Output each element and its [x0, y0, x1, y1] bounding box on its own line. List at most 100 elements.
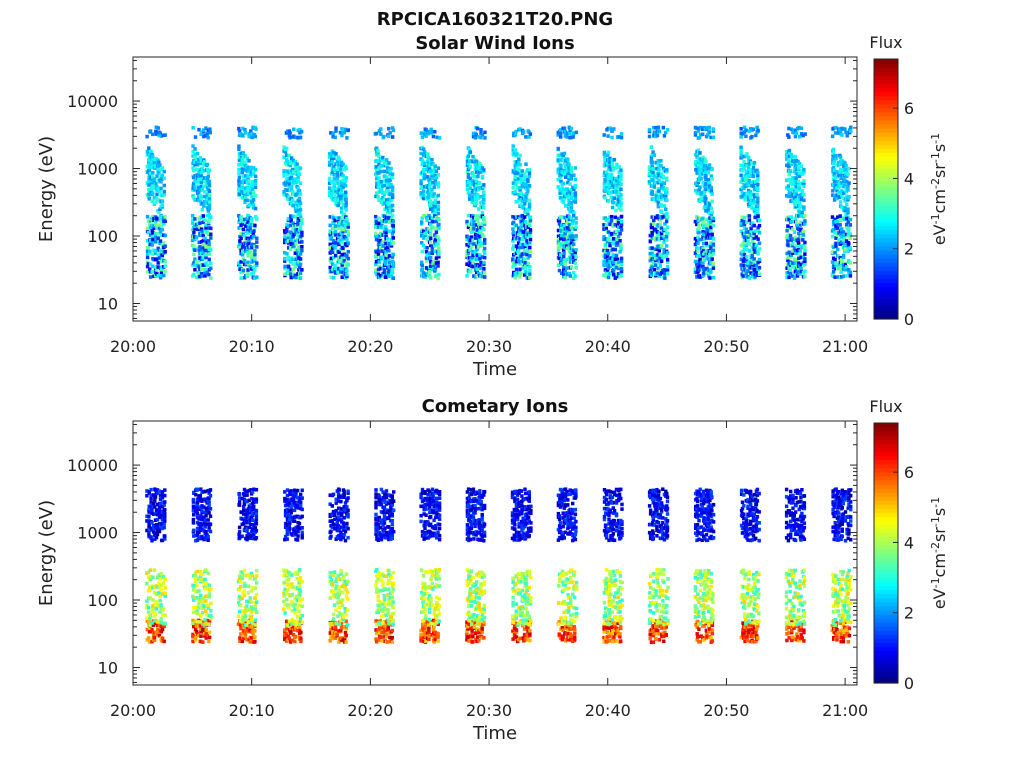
flux-cell — [241, 151, 245, 155]
flux-cell — [250, 219, 254, 224]
flux-cell — [190, 263, 195, 267]
flux-cell — [344, 208, 348, 212]
flux-cell — [145, 603, 149, 608]
flux-cell — [562, 194, 567, 199]
flux-cell — [611, 200, 616, 205]
flux-cell — [294, 247, 298, 252]
flux-cell — [844, 163, 848, 168]
flux-cell — [801, 229, 806, 233]
flux-cell — [793, 235, 798, 240]
flux-cell — [209, 587, 213, 592]
flux-cell — [567, 223, 572, 227]
flux-cell — [154, 157, 158, 161]
flux-cell — [513, 163, 517, 168]
flux-cell — [204, 587, 208, 591]
flux-cell — [148, 129, 153, 133]
flux-cell — [743, 173, 747, 178]
flux-cell — [482, 197, 486, 201]
flux-cell — [663, 276, 667, 280]
flux-cell — [556, 167, 560, 172]
flux-cell — [470, 190, 474, 195]
flux-cell — [250, 182, 255, 187]
flux-cell — [287, 178, 291, 183]
flux-cell — [377, 185, 381, 190]
flux-cell — [702, 267, 706, 271]
flux-cell — [346, 225, 350, 229]
flux-cell — [298, 166, 303, 170]
flux-cell — [162, 176, 166, 181]
flux-cell — [657, 129, 661, 134]
flux-cell — [478, 253, 482, 257]
flux-cell — [512, 220, 516, 225]
flux-cell — [565, 195, 569, 199]
flux-cell — [786, 224, 790, 228]
flux-cell — [704, 248, 709, 253]
flux-cell — [524, 181, 528, 186]
flux-cell — [655, 166, 659, 171]
flux-cell — [756, 187, 760, 191]
flux-cell — [741, 274, 745, 278]
flux-cell — [287, 239, 291, 243]
flux-cell — [568, 209, 572, 214]
flux-cell — [704, 182, 708, 186]
flux-cell — [647, 167, 652, 171]
flux-cell — [574, 130, 578, 135]
flux-cell — [757, 272, 762, 276]
flux-cell — [794, 184, 798, 189]
flux-cell — [657, 274, 661, 278]
flux-cell — [752, 257, 756, 261]
flux-cell — [237, 179, 241, 183]
flux-cell — [346, 241, 350, 246]
flux-cell — [709, 229, 713, 234]
flux-cell — [425, 229, 429, 234]
flux-cell — [614, 229, 619, 234]
flux-cell — [528, 223, 532, 228]
flux-cell — [834, 156, 838, 161]
flux-cell — [377, 198, 381, 203]
flux-cell — [286, 236, 290, 241]
flux-cell — [160, 177, 165, 181]
flux-cell — [384, 234, 388, 239]
flux-cell — [145, 164, 150, 169]
flux-cell — [197, 599, 201, 603]
flux-cell — [571, 135, 575, 139]
colorbar-segment — [874, 229, 898, 235]
flux-cell — [282, 174, 286, 178]
flux-cell — [155, 502, 160, 507]
flux-cell — [389, 242, 394, 246]
flux-cell — [786, 184, 791, 188]
flux-cell — [742, 154, 746, 159]
flux-cell — [604, 179, 608, 184]
flux-cell — [465, 219, 469, 224]
flux-cell — [390, 203, 395, 208]
flux-cell — [513, 190, 517, 194]
flux-cell — [374, 131, 379, 136]
flux-cell — [616, 266, 621, 271]
flux-cell — [425, 237, 429, 242]
flux-cell — [568, 189, 572, 194]
flux-cell — [244, 190, 248, 194]
flux-cell — [287, 232, 291, 237]
flux-cell — [193, 135, 198, 139]
flux-cell — [742, 252, 747, 257]
flux-cell — [155, 585, 160, 589]
flux-cell — [163, 493, 167, 498]
flux-cell — [422, 189, 426, 194]
flux-cell — [422, 147, 426, 151]
flux-cell — [744, 227, 749, 231]
flux-cell — [145, 249, 150, 253]
flux-cell — [791, 198, 795, 203]
flux-cell — [250, 200, 255, 205]
flux-cell — [150, 610, 154, 614]
flux-cell — [843, 236, 847, 241]
flux-cell — [613, 222, 617, 227]
flux-cell — [154, 181, 158, 186]
flux-cell — [149, 189, 153, 193]
flux-cell — [471, 154, 475, 159]
flux-cell — [200, 201, 204, 206]
flux-cell — [803, 274, 807, 279]
flux-cell — [560, 229, 564, 233]
flux-cell — [606, 230, 611, 234]
flux-cell — [328, 242, 332, 247]
flux-cell — [374, 231, 378, 236]
